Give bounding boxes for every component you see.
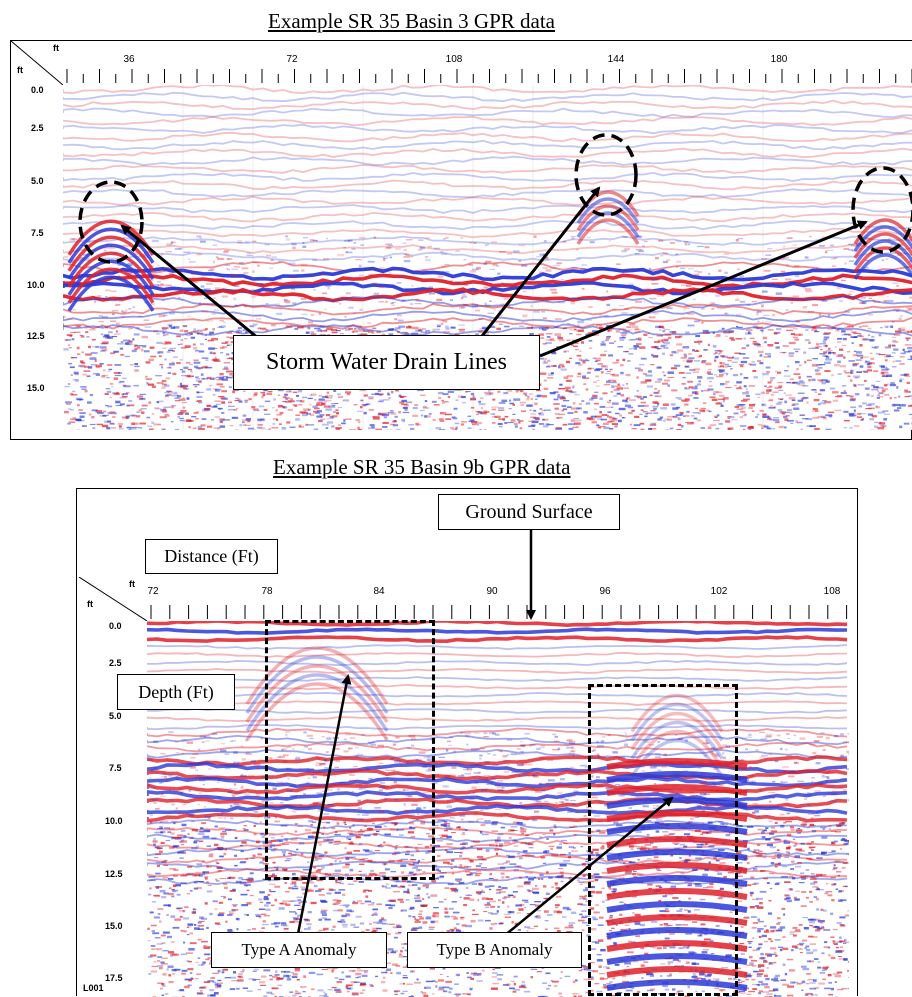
- depth-label: Depth (Ft): [117, 674, 235, 710]
- figure2-depth-tick: 12.5: [105, 869, 123, 879]
- figure2-distance-tick: 96: [599, 586, 610, 597]
- drain-line-circle: [853, 168, 912, 252]
- figure2-distance-tick: 84: [373, 586, 384, 597]
- storm-water-callout: Storm Water Drain Lines: [233, 335, 540, 390]
- callout-arrow: [482, 188, 599, 336]
- figure2-depth-tick: 5.0: [109, 711, 122, 721]
- type-a-label: Type A Anomaly: [211, 932, 387, 968]
- figure2-title: Example SR 35 Basin 9b GPR data: [273, 455, 571, 480]
- figure2-depth-unit: ft: [87, 599, 93, 609]
- file-label: L001: [83, 983, 104, 993]
- drain-line-circle: [80, 182, 142, 262]
- figure2-depth-tick: 0.0: [109, 621, 122, 631]
- drain-line-circle: [576, 135, 636, 215]
- figure2-distance-ruler: 72 78 84 90 96 102 108: [147, 577, 849, 622]
- figure2-depth-tick: 10.0: [105, 816, 123, 826]
- callout-arrow: [540, 222, 866, 356]
- type-b-anomaly-box: [588, 684, 738, 996]
- figure2-depth-tick: 2.5: [109, 658, 122, 668]
- figure2-depth-tick: 15.0: [105, 921, 123, 931]
- callout-arrow: [122, 226, 258, 338]
- figure2-depth-tick: 17.5: [105, 973, 123, 983]
- ground-surface-label: Ground Surface: [438, 494, 620, 530]
- figure2-distance-tick: 72: [147, 586, 158, 597]
- figure2-distance-tick: 102: [711, 586, 728, 597]
- figure2-distance-tick: 108: [824, 586, 841, 597]
- type-a-anomaly-box: [265, 620, 435, 880]
- figure2-axis-corner: ft ft: [79, 577, 147, 621]
- figure2-depth-tick: 7.5: [109, 763, 122, 773]
- type-b-label: Type B Anomaly: [407, 932, 582, 968]
- figure2-distance-tick: 90: [486, 586, 497, 597]
- figure2-distance-unit: ft: [129, 579, 135, 589]
- figure2-distance-tick: 78: [261, 586, 272, 597]
- distance-label: Distance (Ft): [145, 539, 278, 574]
